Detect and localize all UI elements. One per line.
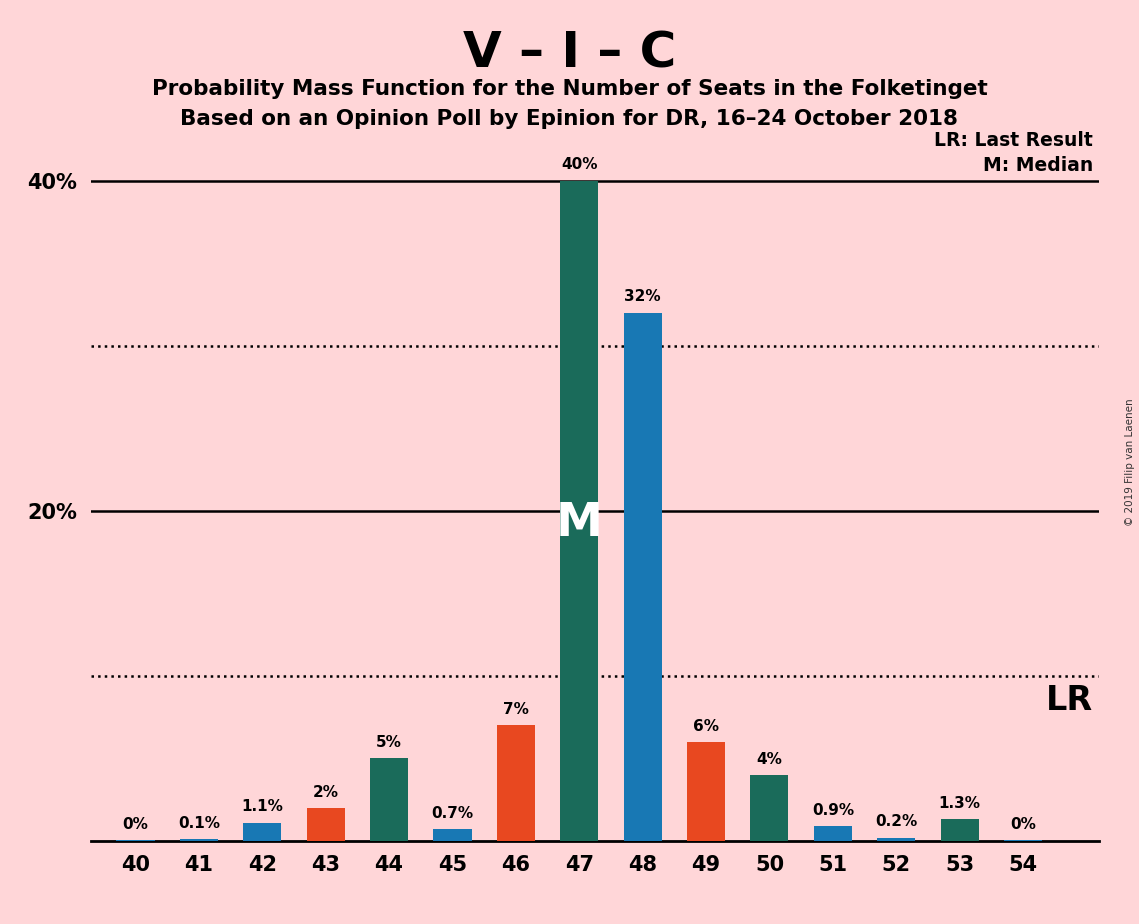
Bar [497,725,535,841]
Bar [877,837,916,841]
Text: 0%: 0% [123,817,148,832]
Text: 5%: 5% [376,736,402,750]
Bar [434,829,472,841]
Text: 7%: 7% [503,702,528,717]
Text: 0.1%: 0.1% [178,816,220,831]
Bar [751,775,788,841]
Text: M: Median: M: Median [983,156,1092,175]
Text: 32%: 32% [624,289,661,305]
Text: 4%: 4% [756,751,782,767]
Text: 40%: 40% [562,157,598,173]
Bar [306,808,345,841]
Text: Based on an Opinion Poll by Epinion for DR, 16–24 October 2018: Based on an Opinion Poll by Epinion for … [180,109,959,129]
Text: © 2019 Filip van Laenen: © 2019 Filip van Laenen [1125,398,1134,526]
Text: LR: LR [1046,684,1092,717]
Text: 0%: 0% [1010,817,1036,832]
Text: 6%: 6% [693,719,719,734]
Text: M: M [556,502,603,546]
Text: 0.7%: 0.7% [432,806,474,821]
Text: 2%: 2% [313,784,338,799]
Bar [560,181,598,841]
Bar [814,826,852,841]
Text: 1.1%: 1.1% [241,799,284,814]
Bar [624,312,662,841]
Bar [244,822,281,841]
Text: 0.9%: 0.9% [812,803,854,818]
Bar [687,742,726,841]
Bar [180,839,218,841]
Text: 1.3%: 1.3% [939,796,981,811]
Text: LR: Last Result: LR: Last Result [934,131,1092,151]
Text: V – I – C: V – I – C [462,30,677,78]
Bar [941,820,978,841]
Text: 0.2%: 0.2% [875,814,917,829]
Bar [370,759,408,841]
Text: Probability Mass Function for the Number of Seats in the Folketinget: Probability Mass Function for the Number… [151,79,988,99]
